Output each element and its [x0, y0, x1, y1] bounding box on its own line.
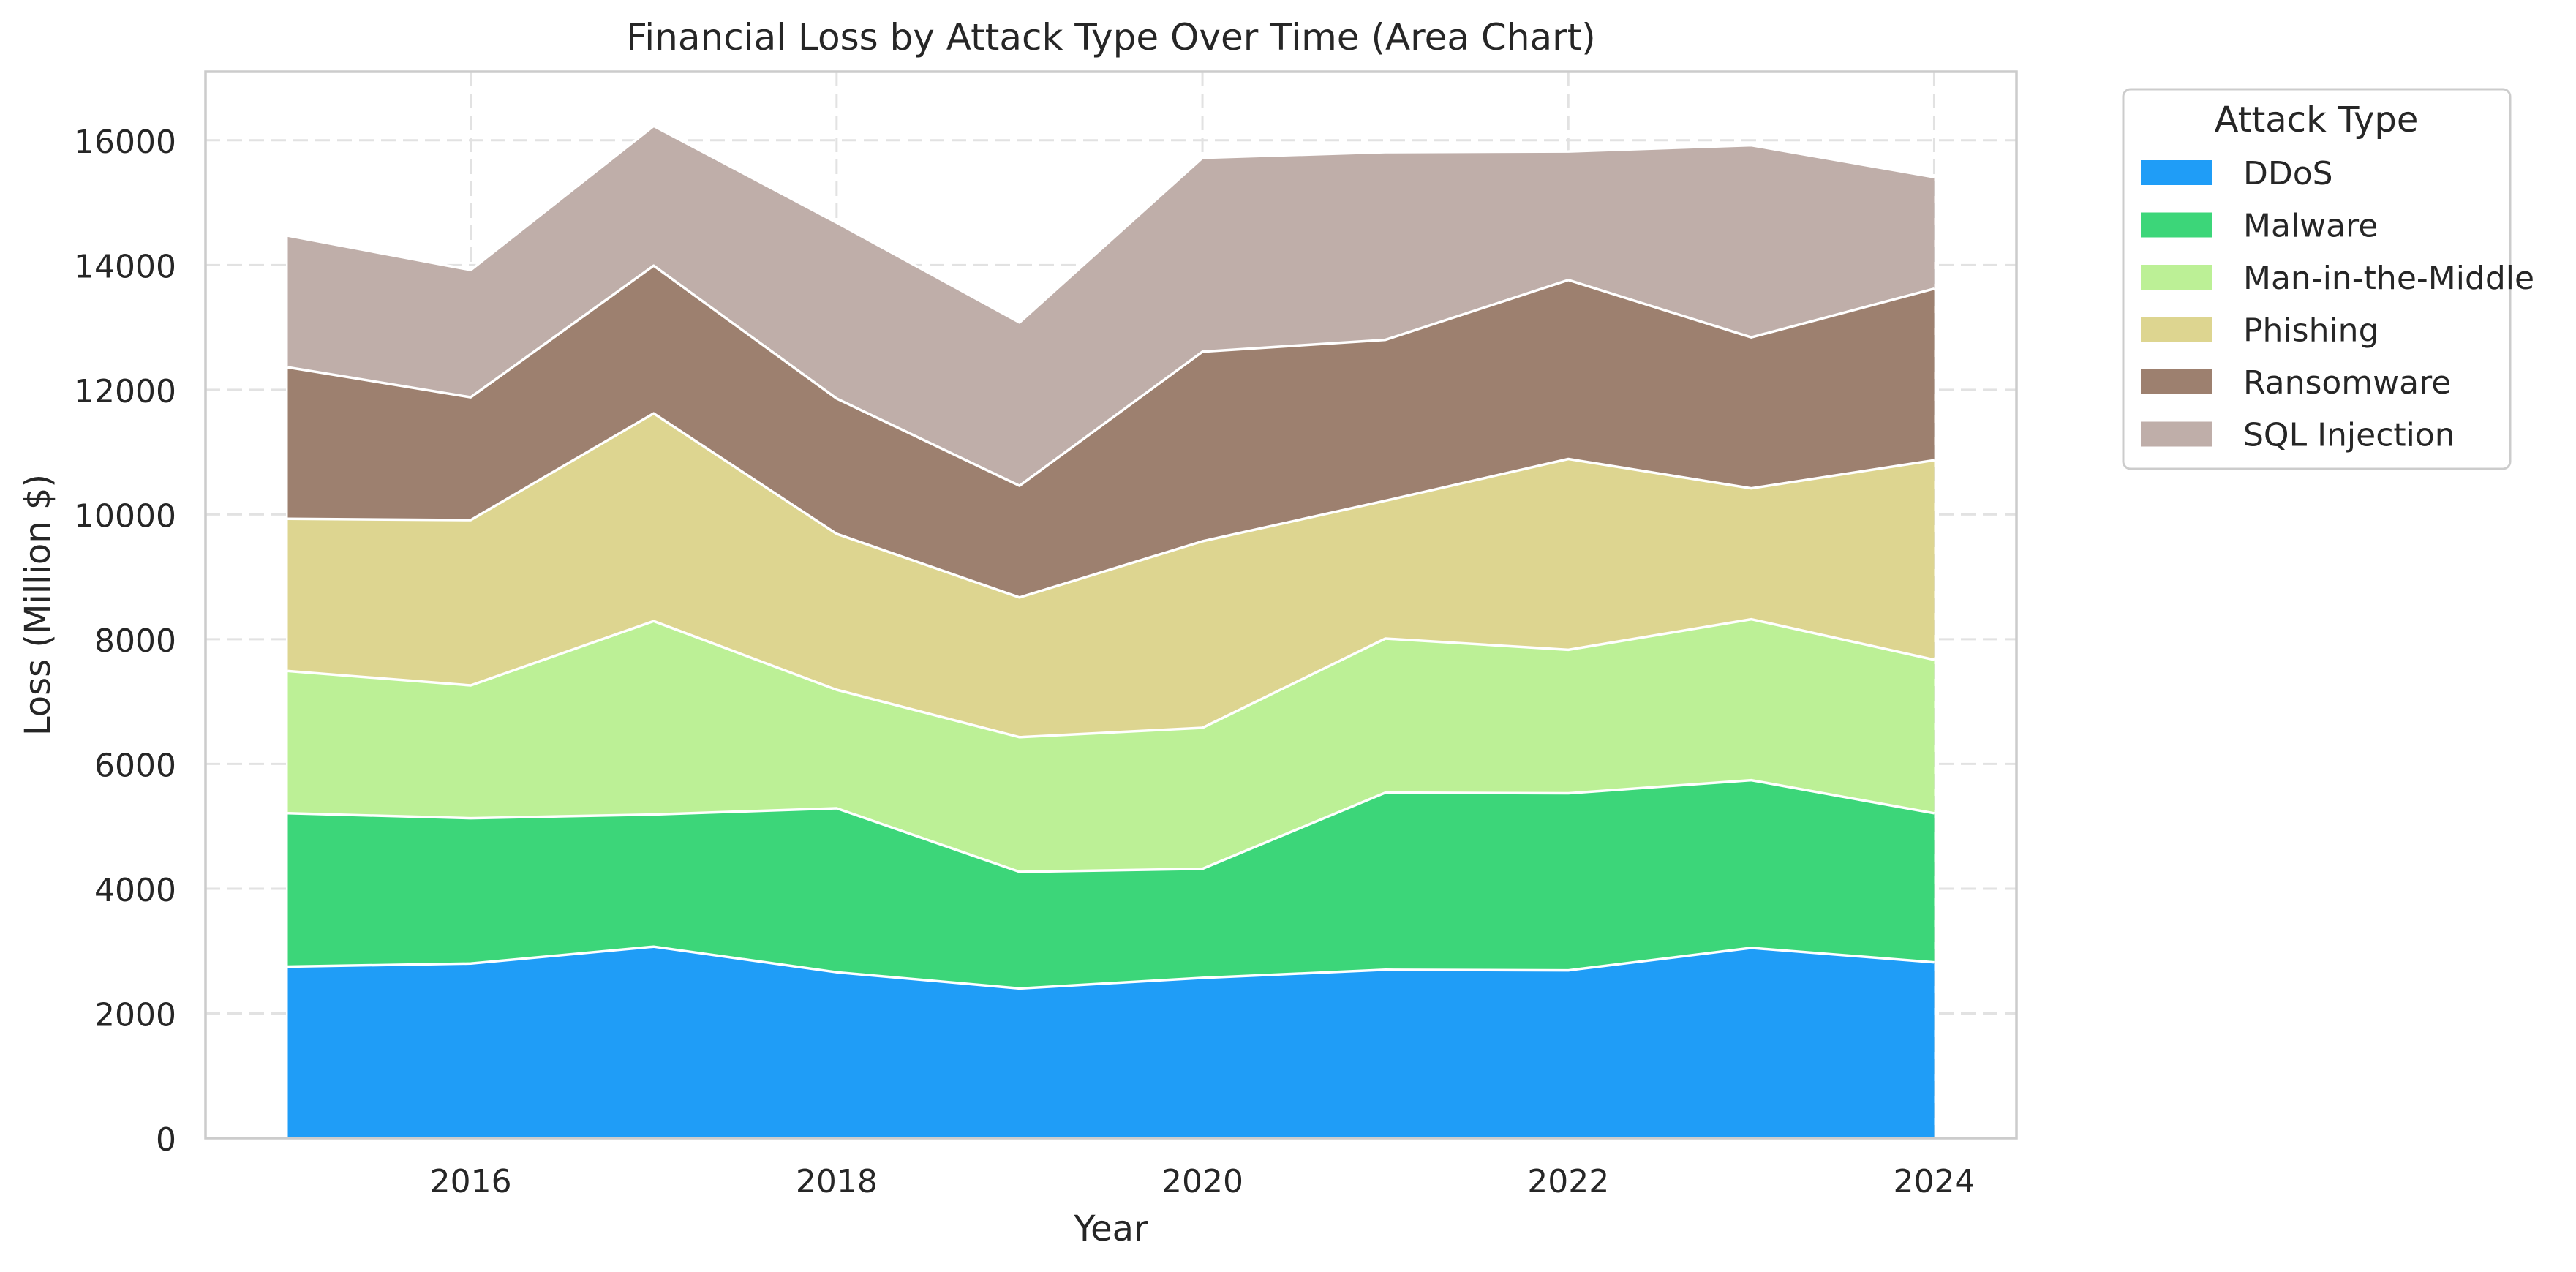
legend-label: Ransomware — [2243, 364, 2451, 402]
legend-swatch — [2141, 369, 2212, 394]
area-edge-malware — [287, 778, 1935, 873]
y-axis-label: Loss (Million $) — [18, 474, 59, 736]
legend-label: Man-in-the-Middle — [2243, 260, 2534, 297]
area-edge-man-in-the-middle — [287, 617, 1935, 739]
y-tick-label: 4000 — [94, 872, 176, 909]
x-tick-label: 2024 — [1893, 1163, 1975, 1200]
x-tick-labels: 2016 2018 2020 2022 2024 — [430, 1163, 1976, 1200]
area-man-in-the-middle — [287, 619, 1935, 872]
y-tick-label: 10000 — [74, 497, 176, 535]
y-tick-label: 14000 — [74, 248, 176, 285]
x-tick-label: 2016 — [430, 1163, 512, 1200]
stacked-areas — [287, 124, 1935, 1138]
y-tick-label: 12000 — [74, 373, 176, 410]
x-tick-label: 2020 — [1161, 1163, 1243, 1200]
y-tick-label: 8000 — [94, 622, 176, 660]
area-edge-ransomware — [287, 264, 1935, 487]
area-sql-injection — [287, 126, 1935, 486]
area-edge-sql-injection — [287, 124, 1935, 324]
legend-swatch — [2141, 212, 2212, 238]
area-edge-ddos — [287, 945, 1935, 990]
area-ddos — [287, 947, 1935, 1138]
y-tick-label: 2000 — [94, 996, 176, 1034]
area-phishing — [287, 413, 1935, 737]
legend-swatch — [2141, 265, 2212, 290]
y-tick-labels: 0 2000 4000 6000 8000 10000 12000 14000 16000 — [74, 124, 176, 1159]
area-ransomware — [287, 266, 1935, 598]
legend-label: SQL Injection — [2243, 417, 2455, 454]
x-axis-label: Year — [1073, 1208, 1148, 1249]
legend-title: Attack Type — [2215, 99, 2419, 140]
y-tick-label: 6000 — [94, 747, 176, 784]
legend-items: DDoS Malware Man-in-the-Middle Phishing Rans… — [2141, 155, 2534, 454]
legend-swatch — [2141, 317, 2212, 342]
legend-label: DDoS — [2243, 155, 2333, 192]
y-tick-label: 16000 — [74, 124, 176, 161]
x-tick-label: 2022 — [1527, 1163, 1609, 1200]
y-tick-label: 0 — [156, 1121, 176, 1159]
legend-label: Malware — [2243, 208, 2378, 245]
legend-frame — [2122, 88, 2512, 470]
plot-frame — [204, 70, 2018, 1140]
area-malware — [287, 780, 1935, 989]
chart-title: Financial Loss by Attack Type Over Time … — [626, 16, 1596, 59]
legend: Attack Type DDoS Malware Man-in-the-Middle… — [2122, 88, 2534, 470]
area-edge-phishing — [287, 412, 1935, 599]
x-tick-label: 2018 — [796, 1163, 878, 1200]
legend-swatch — [2141, 421, 2212, 447]
legend-label: Phishing — [2243, 312, 2379, 350]
legend-swatch — [2141, 160, 2212, 185]
